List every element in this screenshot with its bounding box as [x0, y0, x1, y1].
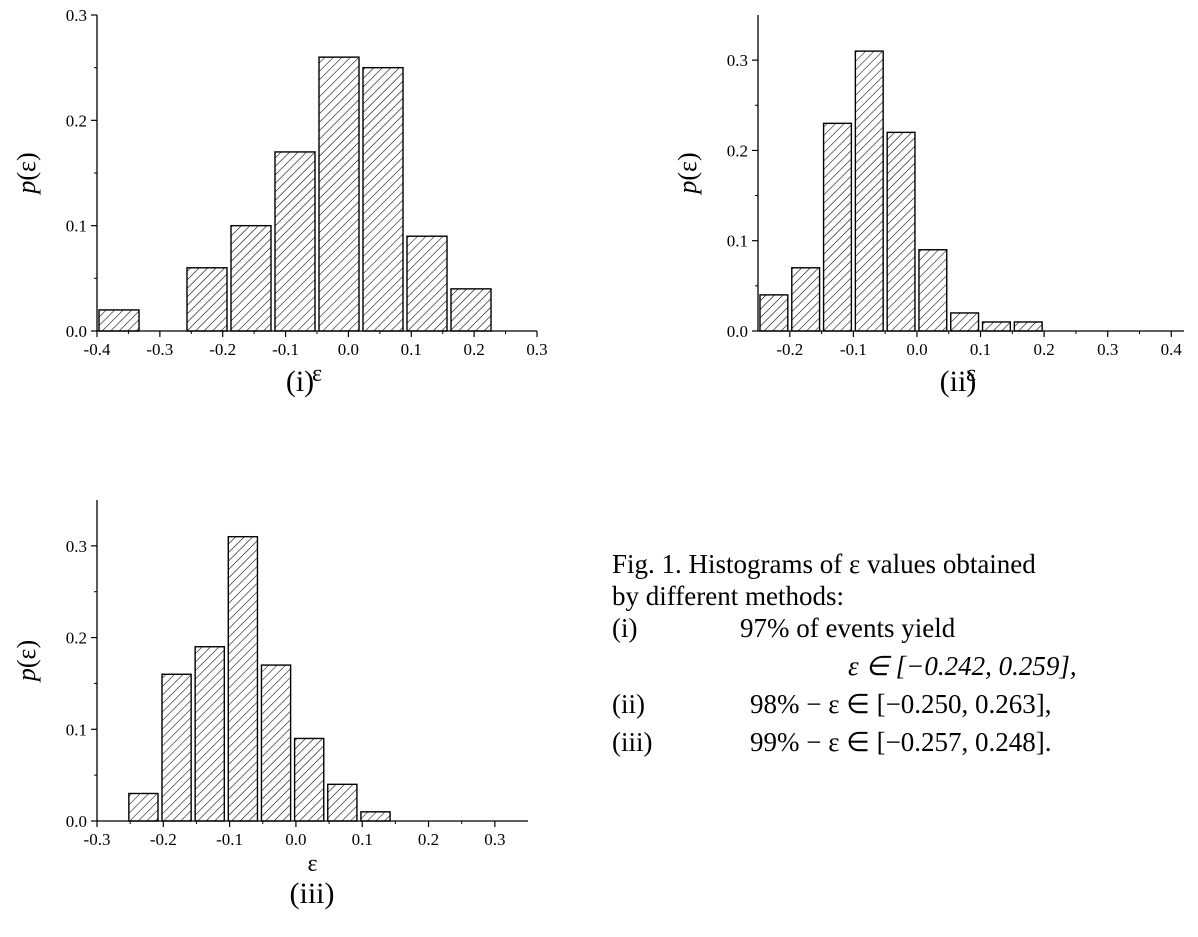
histogram-bar [327, 783, 358, 822]
x-tick-label: 0.0 [338, 340, 359, 359]
histogram-bar [274, 151, 316, 332]
histogram-bar [260, 664, 292, 822]
y-tick-label: 0.3 [66, 537, 87, 556]
x-tick-label: 0.0 [906, 340, 927, 359]
histogram-bar [791, 267, 821, 332]
y-axis-label: p(ε) [12, 152, 41, 195]
x-axis-label: ε [312, 361, 322, 387]
y-tick-label: 0.1 [66, 217, 87, 236]
x-tick-label: -0.3 [146, 340, 173, 359]
histogram-bar [186, 267, 228, 332]
caption-item-text: 99% − ε ∈ [−0.257, 0.248]. [750, 727, 1052, 757]
x-tick-label: -0.3 [84, 830, 111, 849]
histogram-bar [886, 131, 916, 332]
histogram-bar [406, 235, 448, 332]
x-tick-label: 0.1 [970, 340, 991, 359]
x-tick-label: 0.3 [1097, 340, 1118, 359]
caption-line-1: Fig. 1. Histograms of ε values obtained [612, 549, 1036, 579]
y-tick-label: 0.3 [66, 6, 87, 25]
caption-item-number: (i) [612, 613, 638, 643]
histogram-bar [318, 56, 360, 332]
caption-line-2: by different methods: [612, 581, 844, 611]
y-tick-label: 0.0 [66, 812, 87, 831]
histogram-bar [918, 249, 948, 332]
caption-item-ii: (ii) 98% − ε ∈ [−0.250, 0.263], [612, 688, 1198, 726]
histogram-bar [1013, 321, 1043, 332]
x-tick-label: -0.4 [84, 340, 111, 359]
x-tick-label: -0.2 [209, 340, 236, 359]
caption-item-number: (iii) [612, 727, 653, 757]
y-tick-label: 0.3 [727, 51, 748, 70]
histogram-bar [450, 288, 492, 332]
y-tick-label: 0.1 [727, 232, 748, 251]
y-tick-label: 0.2 [727, 141, 748, 160]
x-tick-label: 0.2 [464, 340, 485, 359]
y-axis-label: p(ε) [673, 152, 702, 195]
histogram-bar [362, 66, 404, 332]
histogram-bar [854, 50, 884, 332]
x-axis-label: ε [307, 851, 317, 877]
x-tick-label: -0.2 [150, 830, 177, 849]
histogram-bar [98, 309, 140, 332]
x-tick-label: 0.1 [352, 830, 373, 849]
y-tick-label: 0.2 [66, 111, 87, 130]
histogram-panel-ii: -0.2 -0.1 0.0 0.1 0.2 0.3 0.4 0.0 0.1 0.2 0.3 ε p(ε)… [673, 15, 1184, 398]
y-tick-label: 0.0 [727, 322, 748, 341]
caption-item-text: 97% of events yield [740, 613, 956, 643]
histogram-bar [227, 535, 259, 822]
x-tick-label: -0.1 [840, 340, 867, 359]
panel-label: (i) [286, 365, 314, 398]
histogram-bar [128, 792, 159, 822]
y-tick-label: 0.0 [66, 322, 87, 341]
caption-item-i: (i) 97% of events yield [612, 612, 1198, 650]
histogram-panel-i: -0.4 -0.3 -0.2 -0.1 0.0 0.1 0.2 0.3 0.0 0.1 0.2 0.3… [12, 6, 548, 398]
x-tick-label: -0.1 [272, 340, 299, 359]
x-tick-label: 0.1 [401, 340, 422, 359]
histogram-bar [759, 294, 789, 332]
x-tick-label: -0.1 [216, 830, 243, 849]
caption-item-number: (ii) [612, 689, 645, 719]
panel-label: (ii) [940, 365, 977, 398]
x-tick-label: -0.2 [776, 340, 803, 359]
x-tick-label: 0.2 [418, 830, 439, 849]
histogram-bar [293, 737, 325, 822]
x-tick-label: 0.0 [285, 830, 306, 849]
x-tick-label: 0.3 [484, 830, 505, 849]
panel-label: (iii) [290, 877, 335, 910]
caption-item-text: 98% − ε ∈ [−0.250, 0.263], [750, 689, 1052, 719]
x-axis-label: ε [966, 361, 976, 387]
caption-item-i-math: ε ∈ [−0.242, 0.259], [612, 650, 1198, 688]
histogram-bar [230, 224, 272, 332]
x-tick-label: 0.3 [526, 340, 547, 359]
histogram-bar [360, 811, 391, 822]
histogram-bar [950, 312, 980, 332]
y-axis-label: p(ε) [12, 640, 41, 683]
y-tick-label: 0.2 [66, 629, 87, 648]
histogram-bar [822, 122, 853, 332]
histogram-panel-iii: -0.3 -0.2 -0.1 0.0 0.1 0.2 0.3 0.0 0.1 0.2 0.3 ε p(ε… [12, 500, 528, 910]
y-tick-label: 0.1 [66, 720, 87, 739]
x-tick-label: 0.2 [1033, 340, 1054, 359]
x-tick-label: 0.4 [1161, 340, 1183, 359]
caption-item-formula: ε ∈ [−0.242, 0.259], [848, 651, 1077, 681]
histogram-bar [194, 646, 225, 822]
histogram-bar [161, 673, 192, 822]
caption-item-iii: (iii) 99% − ε ∈ [−0.257, 0.248]. [612, 726, 1198, 764]
histogram-bar [981, 321, 1012, 332]
figure-caption: Fig. 1. Histograms of ε values obtained … [612, 548, 1198, 764]
